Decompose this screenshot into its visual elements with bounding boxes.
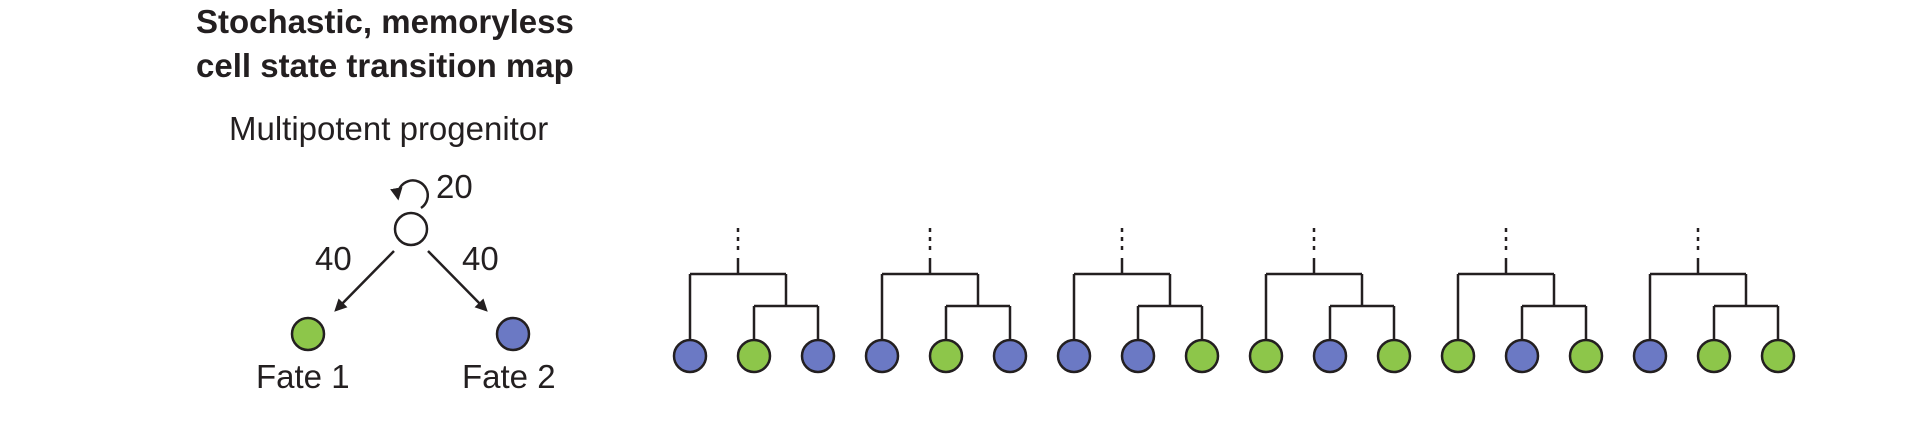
fate2-cell	[992, 338, 1028, 374]
diagram-title: Stochastic, memoryless cell state transi…	[196, 0, 756, 88]
lineage-tree	[1056, 228, 1220, 374]
fate1-cell	[736, 338, 772, 374]
lineage-tree	[864, 228, 1028, 374]
fate2-cell	[1504, 338, 1540, 374]
self-renewal-arrow	[390, 179, 429, 210]
fate1-cell	[928, 338, 964, 374]
fate1-cell	[1760, 338, 1796, 374]
lineage-tree	[1440, 228, 1604, 374]
fate2-cell	[1312, 338, 1348, 374]
lineage-tree	[672, 228, 836, 374]
fate2-cell	[1632, 338, 1668, 374]
transition-map	[290, 179, 531, 352]
progenitor-cell	[393, 211, 429, 247]
arrow-to-fate2	[427, 250, 488, 312]
fate1-label: Fate 1	[256, 358, 350, 395]
title-line-2: cell state transition map	[196, 47, 574, 84]
fate1-cell	[1696, 338, 1732, 374]
fate2-label: Fate 2	[462, 358, 556, 395]
fate2-cell	[1056, 338, 1092, 374]
fate1-cell	[1440, 338, 1476, 374]
title-line-1: Stochastic, memoryless	[196, 3, 574, 40]
fate2-cell	[800, 338, 836, 374]
fate2-transition-percent: 40	[462, 240, 499, 277]
lineage-trees	[672, 228, 1796, 374]
lineage-tree	[1632, 228, 1796, 374]
fate2-cell	[495, 316, 531, 352]
lineage-tree	[1248, 228, 1412, 374]
arrow-to-fate1	[334, 250, 395, 312]
progenitor-label: Multipotent progenitor	[229, 110, 549, 147]
fate2-cell	[864, 338, 900, 374]
fate2-cell	[672, 338, 708, 374]
fate1-cell	[1248, 338, 1284, 374]
fate1-cell	[1376, 338, 1412, 374]
self-renewal-percent: 20	[436, 168, 473, 205]
fate2-cell	[1120, 338, 1156, 374]
fate1-cell	[290, 316, 326, 352]
fate1-transition-percent: 40	[315, 240, 352, 277]
fate1-cell	[1568, 338, 1604, 374]
fate1-cell	[1184, 338, 1220, 374]
